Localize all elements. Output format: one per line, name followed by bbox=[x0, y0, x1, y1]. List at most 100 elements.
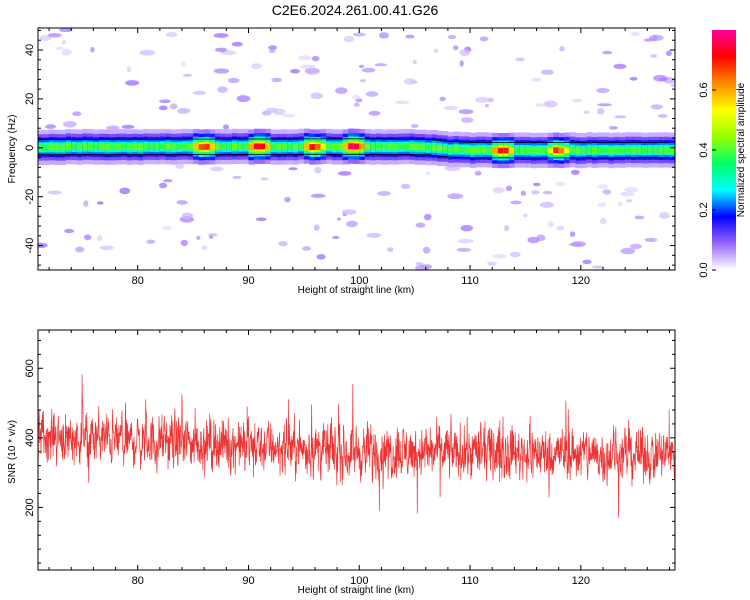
band-cell bbox=[591, 147, 599, 154]
noise-blob bbox=[531, 190, 540, 195]
band-cell bbox=[259, 143, 266, 150]
noise-blob bbox=[181, 212, 193, 220]
band-cell bbox=[270, 144, 277, 151]
spectrogram-frame bbox=[37, 27, 676, 271]
noise-blob bbox=[284, 196, 291, 203]
band-cell bbox=[453, 146, 460, 153]
noise-blob bbox=[533, 182, 541, 187]
band-cell bbox=[292, 144, 299, 151]
noise-blob bbox=[300, 64, 316, 69]
y-tick-label: -20 bbox=[24, 189, 36, 205]
band-cell bbox=[597, 147, 604, 153]
noise-blob bbox=[365, 91, 379, 97]
y-tick-label: 20 bbox=[24, 93, 36, 105]
band-cell bbox=[287, 144, 294, 150]
noise-blob bbox=[422, 246, 431, 254]
noise-blob bbox=[570, 169, 580, 175]
band-cell bbox=[447, 146, 455, 153]
noise-blob bbox=[208, 233, 218, 237]
noise-blob bbox=[268, 45, 278, 51]
band-cell bbox=[375, 143, 383, 150]
noise-blob bbox=[96, 201, 104, 205]
noise-blob bbox=[570, 241, 587, 248]
noise-blob bbox=[192, 90, 207, 95]
noise-blob bbox=[162, 225, 172, 230]
noise-blob bbox=[539, 201, 555, 208]
band-cell bbox=[442, 145, 449, 152]
noise-blob bbox=[181, 60, 187, 68]
band-cell bbox=[464, 146, 471, 153]
noise-blob bbox=[62, 121, 77, 128]
noise-blob bbox=[569, 231, 576, 237]
band-cell bbox=[575, 147, 582, 154]
band-cell bbox=[265, 143, 272, 150]
noise-blob bbox=[83, 234, 92, 241]
band-cell bbox=[536, 147, 543, 154]
noise-blob bbox=[439, 96, 446, 102]
noise-blob bbox=[232, 175, 242, 180]
noise-blob bbox=[650, 54, 658, 58]
noise-blob bbox=[377, 191, 391, 196]
noise-blob bbox=[83, 200, 89, 207]
noise-blob bbox=[337, 217, 341, 221]
noise-blob bbox=[522, 213, 528, 218]
band-cell bbox=[126, 144, 133, 151]
noise-blob bbox=[273, 108, 286, 116]
x-tick-label: 80 bbox=[132, 575, 144, 587]
x-tick-label: 110 bbox=[461, 275, 479, 287]
x-tick-label: 100 bbox=[350, 275, 368, 287]
noise-blob bbox=[146, 239, 156, 244]
band-cell bbox=[49, 144, 56, 151]
noise-blob bbox=[592, 265, 605, 269]
noise-blob bbox=[599, 217, 607, 225]
band-cell bbox=[652, 147, 659, 153]
noise-blob bbox=[288, 167, 298, 171]
spectrogram-xlabel: Height of straight line (km) bbox=[298, 285, 415, 296]
band-cell bbox=[215, 143, 222, 150]
band-cell bbox=[553, 147, 560, 154]
band-cell bbox=[104, 144, 111, 151]
noise-blob bbox=[602, 189, 612, 195]
band-cell bbox=[71, 143, 78, 150]
band-cell bbox=[403, 143, 410, 150]
band-cell bbox=[514, 147, 521, 153]
noise-blob bbox=[61, 48, 72, 56]
noise-blob bbox=[596, 87, 610, 94]
x-tick-label: 90 bbox=[242, 275, 254, 287]
noise-blob bbox=[139, 49, 155, 56]
band-cell bbox=[470, 147, 477, 154]
spectrogram-ylabel: Frequency (Hz) bbox=[7, 115, 18, 184]
noise-blob bbox=[487, 97, 494, 103]
noise-blob bbox=[487, 261, 497, 266]
noise-blob bbox=[217, 86, 228, 93]
noise-blob bbox=[657, 114, 668, 118]
noise-blob bbox=[447, 35, 457, 40]
band-cell bbox=[331, 144, 338, 150]
band-cell bbox=[619, 147, 626, 154]
band-cell bbox=[486, 147, 493, 153]
noise-blob bbox=[510, 200, 522, 205]
noise-blob bbox=[213, 33, 229, 38]
snr-ylabel: SNR (10 * v/v) bbox=[7, 420, 18, 484]
band-cell bbox=[614, 147, 621, 153]
noise-blob bbox=[459, 49, 471, 57]
band-cell bbox=[409, 143, 416, 150]
band-cell bbox=[398, 143, 405, 150]
noise-blob bbox=[670, 83, 675, 87]
band-cell bbox=[182, 143, 189, 150]
noise-blob bbox=[255, 217, 267, 222]
noise-blob bbox=[583, 110, 590, 115]
band-cell bbox=[204, 143, 211, 150]
noise-blob bbox=[630, 243, 642, 250]
band-cell bbox=[231, 143, 239, 150]
band-cell bbox=[542, 147, 549, 154]
noise-blob bbox=[571, 98, 583, 103]
y-tick-label: -40 bbox=[24, 238, 36, 254]
noise-blob bbox=[582, 259, 592, 265]
noise-blob bbox=[313, 224, 320, 231]
noise-blob bbox=[268, 49, 276, 53]
band-cell bbox=[530, 147, 538, 154]
noise-blob bbox=[352, 32, 366, 37]
noise-blob bbox=[335, 87, 348, 94]
band-outline-top bbox=[38, 138, 670, 143]
